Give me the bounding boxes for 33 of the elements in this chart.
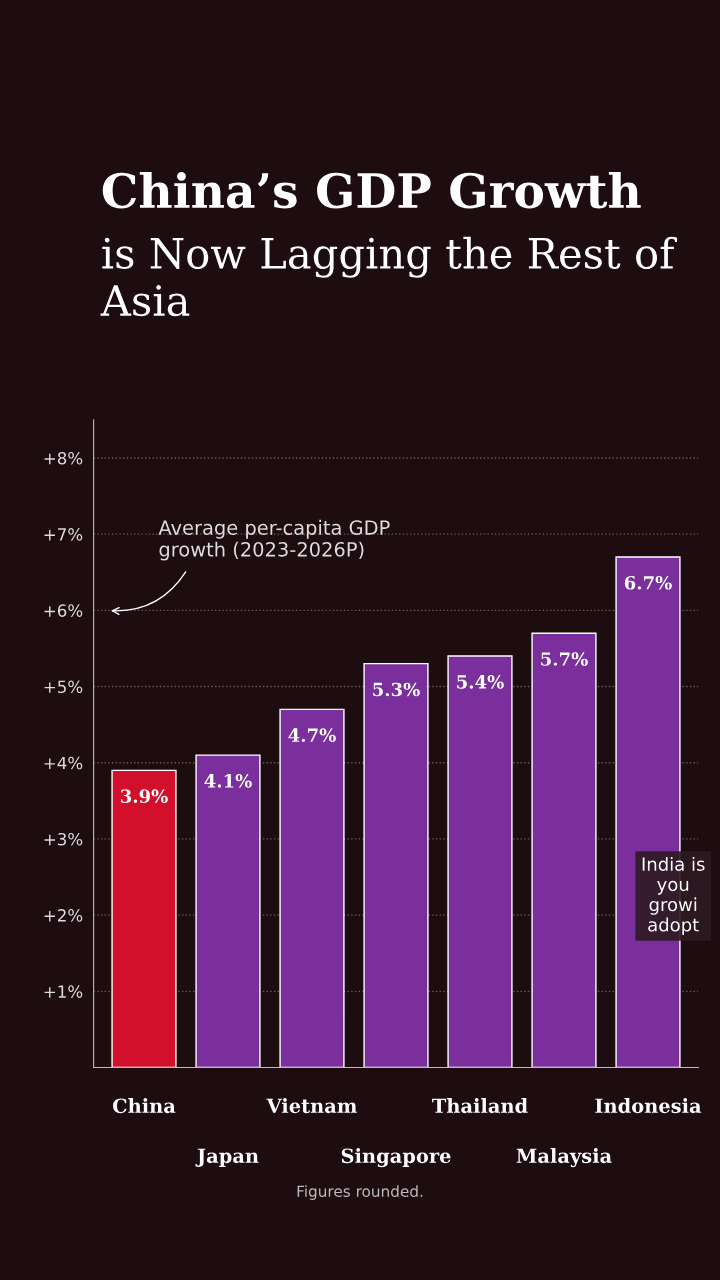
chart-subtitle: is Now Lagging the Rest of Asia	[100, 236, 678, 317]
x-tick-label: Vietnam	[266, 1098, 357, 1114]
data-label: 3.9%	[120, 789, 168, 803]
bar	[447, 655, 513, 1068]
data-label: 6.7%	[624, 575, 672, 590]
y-tick-label: +8%	[44, 451, 83, 465]
y-tick-label: +6%	[44, 604, 83, 617]
y-tick-label: +1%	[44, 985, 83, 998]
x-tick-label: Indonesia	[595, 1098, 702, 1114]
data-label: 4.1%	[204, 774, 252, 788]
data-label: 5.4%	[457, 675, 504, 689]
bar	[111, 769, 177, 1068]
x-tick-label: Malaysia	[516, 1148, 612, 1168]
annotation: Average per-capita GDP growth (2023-2026P)	[158, 519, 390, 561]
data-label: 5.3%	[373, 682, 420, 697]
y-tick-label: +7%	[44, 528, 83, 541]
x-tick-label: Japan	[195, 1148, 259, 1167]
y-tick-label: +5%	[44, 680, 83, 694]
bar	[279, 708, 345, 1068]
text: Figures rounded.	[297, 1185, 423, 1200]
bar	[363, 662, 429, 1068]
annotation: India is you growi adopt	[642, 856, 705, 936]
y-tick-label: +2%	[44, 909, 83, 922]
data-label: 5.7%	[541, 652, 588, 666]
x-tick-label: China	[112, 1098, 176, 1114]
x-tick-label: Thailand	[432, 1098, 528, 1114]
chart-title: China’s GDP Growth	[102, 171, 641, 209]
y-tick-label: +4%	[44, 756, 83, 770]
bar	[531, 632, 597, 1068]
y-tick-label: +3%	[44, 832, 83, 846]
bar	[195, 754, 261, 1068]
x-tick-label: Singapore	[341, 1148, 451, 1168]
data-label: 4.7%	[288, 728, 336, 742]
